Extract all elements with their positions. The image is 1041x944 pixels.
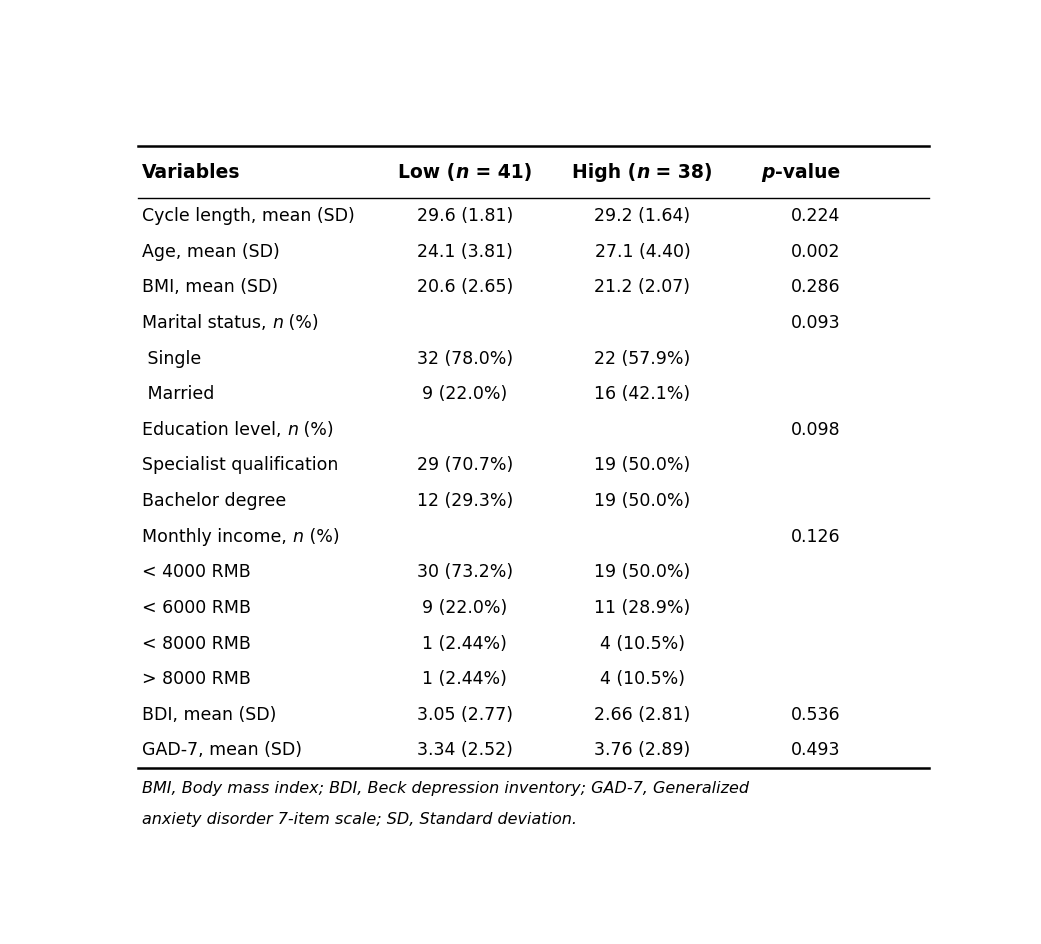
Text: 1 (2.44%): 1 (2.44%) [423,634,507,652]
Text: Cycle length, mean (SD): Cycle length, mean (SD) [143,207,355,225]
Text: GAD-7, mean (SD): GAD-7, mean (SD) [143,741,302,759]
Text: Specialist qualification: Specialist qualification [143,457,338,475]
Text: 11 (28.9%): 11 (28.9%) [594,598,690,617]
Text: 0.002: 0.002 [790,243,840,261]
Text: Education level,: Education level, [143,421,287,439]
Text: 3.34 (2.52): 3.34 (2.52) [417,741,513,759]
Text: -value: -value [775,162,840,181]
Text: 29 (70.7%): 29 (70.7%) [416,457,513,475]
Text: 0.286: 0.286 [790,278,840,296]
Text: 2.66 (2.81): 2.66 (2.81) [594,706,690,724]
Text: 19 (50.0%): 19 (50.0%) [594,564,690,582]
Text: 0.493: 0.493 [790,741,840,759]
Text: p: p [761,162,775,181]
Text: n: n [293,528,304,546]
Text: 16 (42.1%): 16 (42.1%) [594,385,690,403]
Text: Bachelor degree: Bachelor degree [143,492,286,510]
Text: 24.1 (3.81): 24.1 (3.81) [417,243,513,261]
Text: High (: High ( [572,162,636,181]
Text: 30 (73.2%): 30 (73.2%) [416,564,513,582]
Text: 9 (22.0%): 9 (22.0%) [423,385,508,403]
Text: 4 (10.5%): 4 (10.5%) [600,670,685,688]
Text: 3.05 (2.77): 3.05 (2.77) [417,706,513,724]
Text: n: n [636,162,650,181]
Text: 9 (22.0%): 9 (22.0%) [423,598,508,617]
Text: < 4000 RMB: < 4000 RMB [143,564,251,582]
Text: 0.098: 0.098 [790,421,840,439]
Text: < 6000 RMB: < 6000 RMB [143,598,251,617]
Text: 3.76 (2.89): 3.76 (2.89) [594,741,690,759]
Text: 1 (2.44%): 1 (2.44%) [423,670,507,688]
Text: (%): (%) [298,421,334,439]
Text: = 38): = 38) [650,162,713,181]
Text: anxiety disorder 7-item scale; SD, Standard deviation.: anxiety disorder 7-item scale; SD, Stand… [143,812,577,827]
Text: 12 (29.3%): 12 (29.3%) [416,492,513,510]
Text: Single: Single [143,349,202,367]
Text: BDI, mean (SD): BDI, mean (SD) [143,706,277,724]
Text: 0.093: 0.093 [790,314,840,332]
Text: 27.1 (4.40): 27.1 (4.40) [594,243,690,261]
Text: = 41): = 41) [468,162,532,181]
Text: (%): (%) [283,314,319,332]
Text: n: n [287,421,298,439]
Text: Monthly income,: Monthly income, [143,528,293,546]
Text: 29.2 (1.64): 29.2 (1.64) [594,207,690,225]
Text: 0.536: 0.536 [790,706,840,724]
Text: 0.126: 0.126 [790,528,840,546]
Text: > 8000 RMB: > 8000 RMB [143,670,251,688]
Text: Age, mean (SD): Age, mean (SD) [143,243,280,261]
Text: 29.6 (1.81): 29.6 (1.81) [416,207,513,225]
Text: < 8000 RMB: < 8000 RMB [143,634,251,652]
Text: BMI, Body mass index; BDI, Beck depression inventory; GAD-7, Generalized: BMI, Body mass index; BDI, Beck depressi… [143,782,750,797]
Text: 19 (50.0%): 19 (50.0%) [594,457,690,475]
Text: 4 (10.5%): 4 (10.5%) [600,634,685,652]
Text: BMI, mean (SD): BMI, mean (SD) [143,278,278,296]
Text: n: n [455,162,468,181]
Text: Married: Married [143,385,214,403]
Text: Marital status,: Marital status, [143,314,273,332]
Text: 0.224: 0.224 [791,207,840,225]
Text: Low (: Low ( [398,162,455,181]
Text: 21.2 (2.07): 21.2 (2.07) [594,278,690,296]
Text: Variables: Variables [143,162,240,181]
Text: 20.6 (2.65): 20.6 (2.65) [416,278,513,296]
Text: (%): (%) [304,528,339,546]
Text: 22 (57.9%): 22 (57.9%) [594,349,690,367]
Text: n: n [273,314,283,332]
Text: 19 (50.0%): 19 (50.0%) [594,492,690,510]
Text: 32 (78.0%): 32 (78.0%) [416,349,513,367]
